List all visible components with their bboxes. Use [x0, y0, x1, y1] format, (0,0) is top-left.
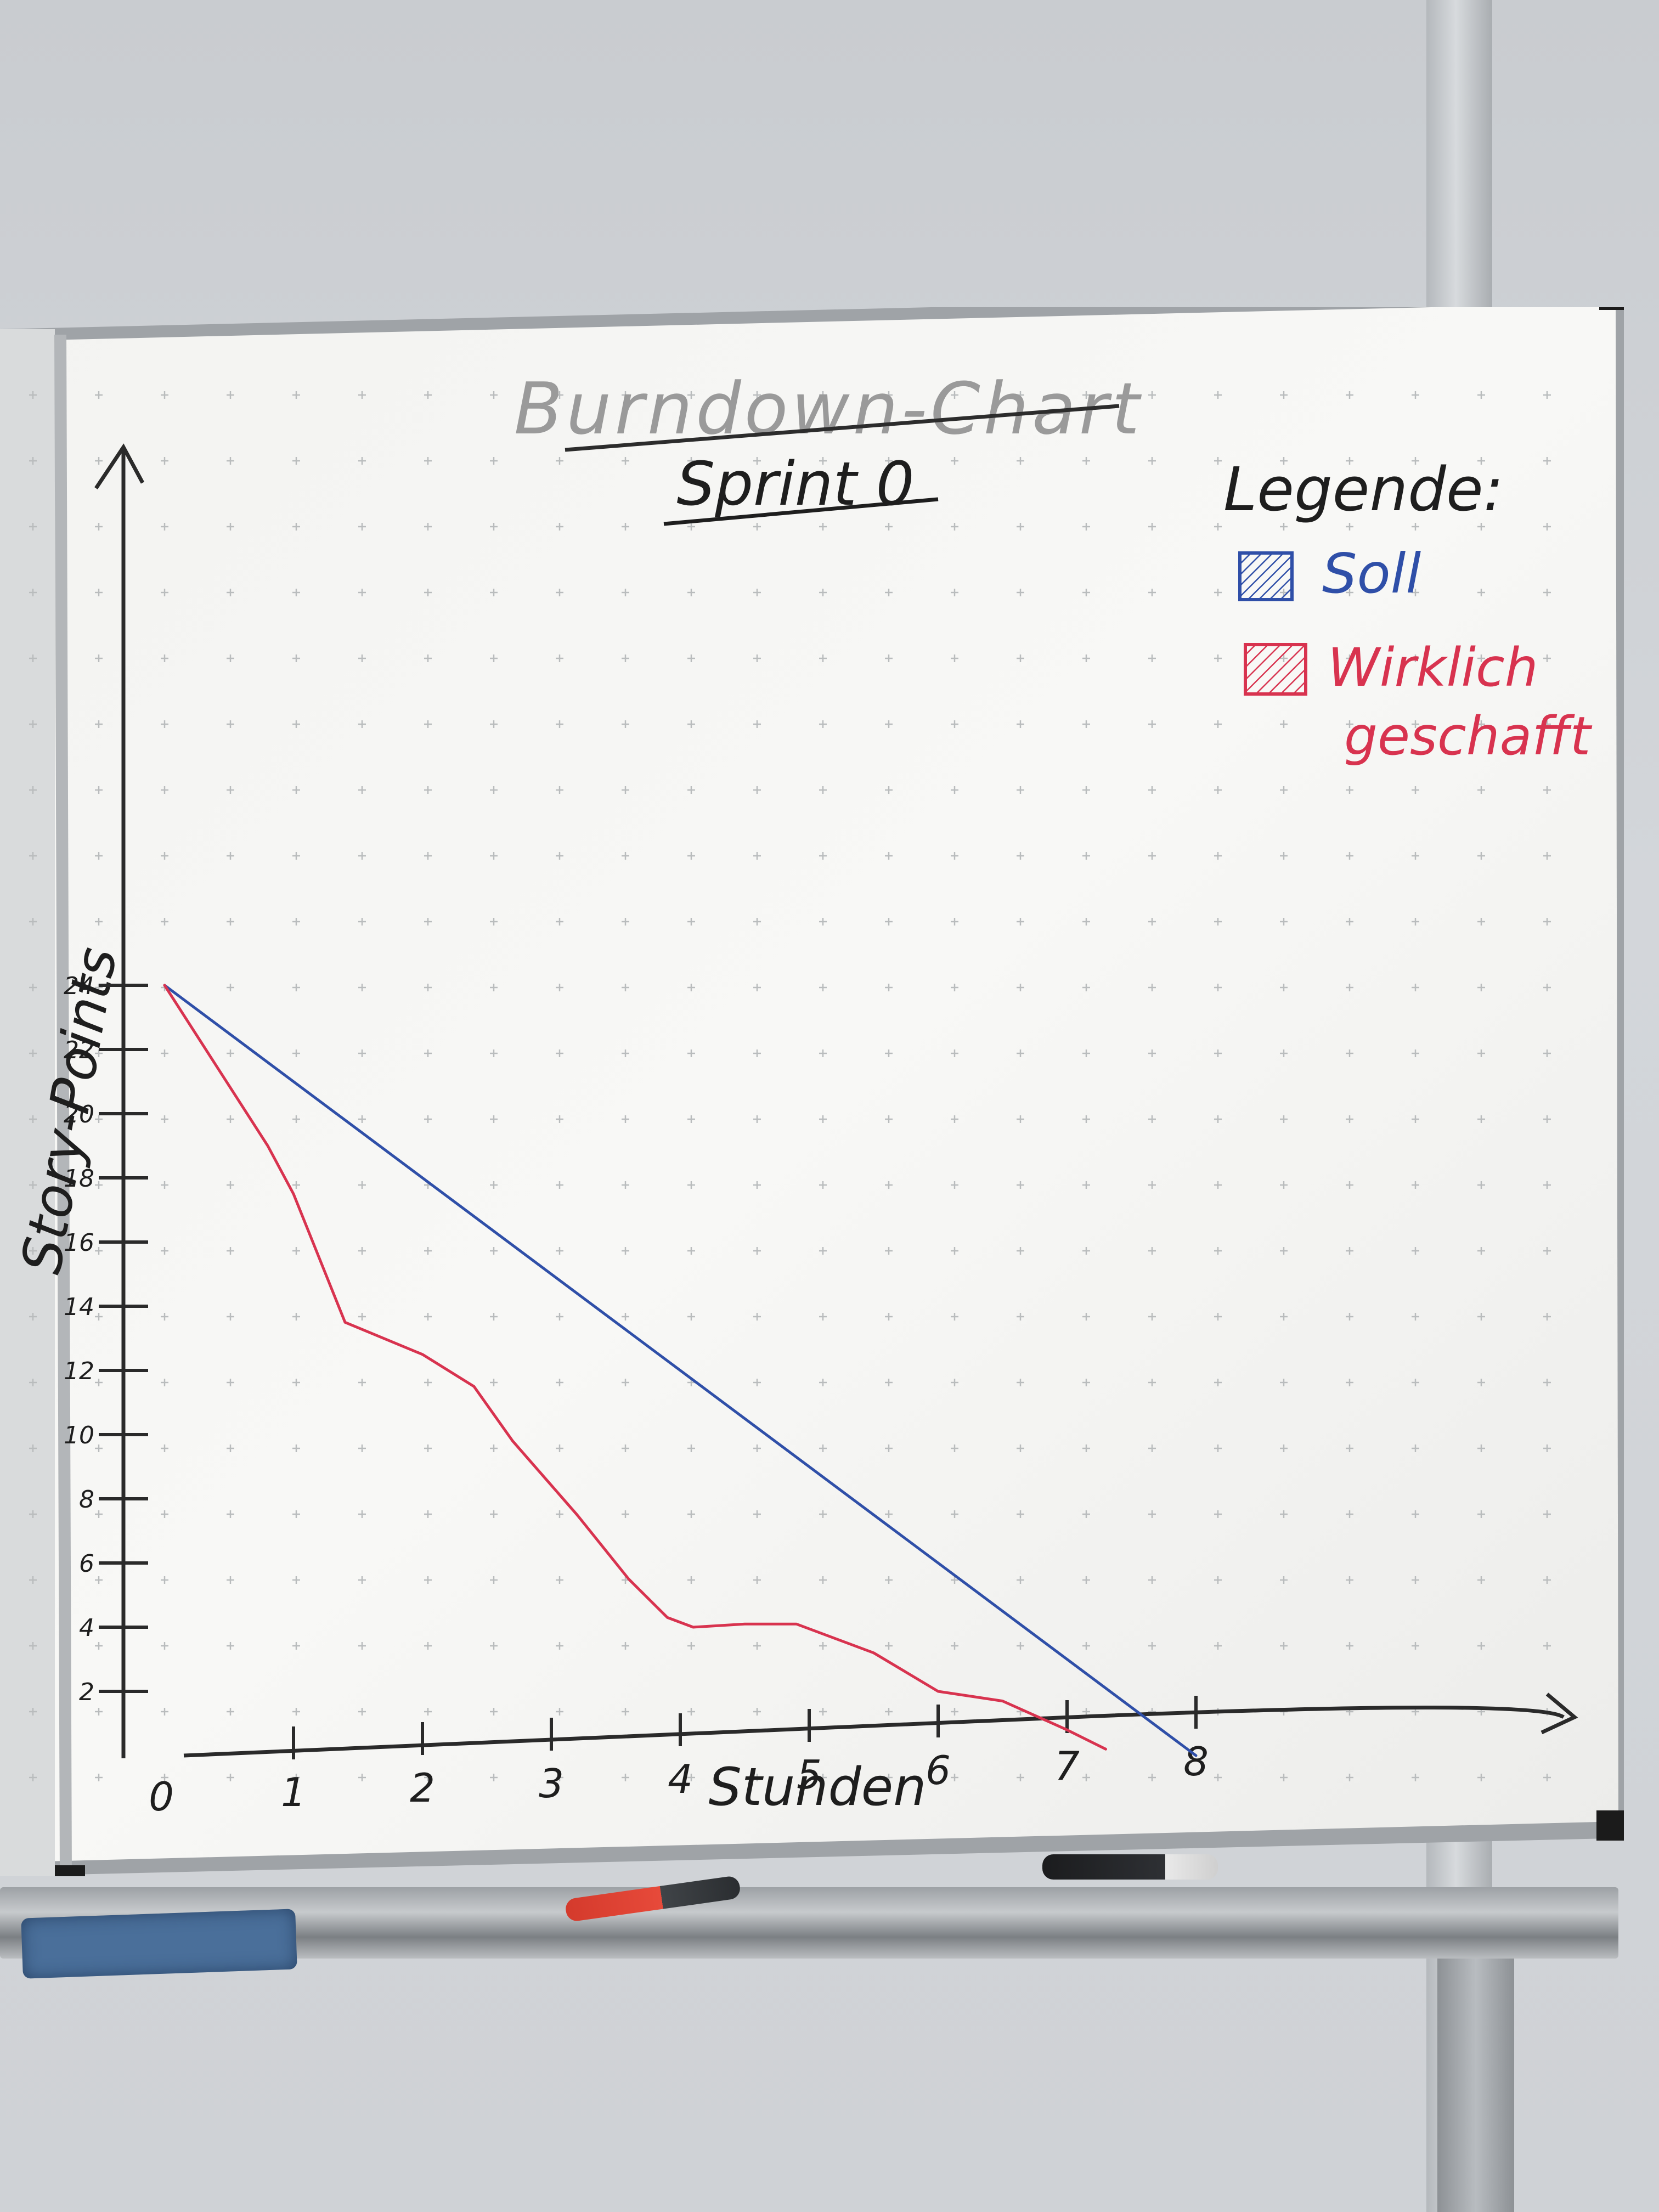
legend-label-wirklich-line2: geschafft — [1344, 706, 1593, 767]
x-axis-arrowhead — [1541, 1692, 1578, 1735]
x-tick-label: 8 — [1183, 1739, 1209, 1785]
adjacent-board-edge — [0, 329, 55, 1876]
y-tick-label: 16 — [64, 1229, 94, 1257]
legend-label-wirklich: Wirklich geschafft — [1328, 637, 1593, 767]
y-axis-arrowhead — [94, 443, 145, 489]
x-axis-ticks: 0 1 2 3 4 5 6 7 8 — [149, 1696, 1209, 1820]
eraser-sponge[interactable] — [21, 1909, 297, 1979]
legend-label-soll: Soll — [1322, 541, 1421, 606]
y-tick-label: 4 — [79, 1614, 94, 1642]
x-tick-label: 5 — [797, 1752, 822, 1798]
legend-item-soll: Soll — [1238, 541, 1421, 606]
x-tick-label: 0 — [149, 1774, 174, 1820]
subtitle-underline — [663, 497, 939, 526]
x-tick-label: 4 — [668, 1756, 693, 1802]
whiteboard-surface — [0, 307, 1618, 1863]
series-line-wirklich-geschafft — [163, 984, 1107, 1751]
y-tick-label: 20 — [64, 1101, 94, 1128]
x-tick-label: 2 — [410, 1765, 435, 1811]
board-grid — [29, 391, 1551, 1781]
frame-corner-bottom-left — [55, 1865, 85, 1876]
chart-title: Burndown-Chart — [514, 367, 1143, 450]
y-tick-label: 6 — [79, 1550, 94, 1578]
legend-label-wirklich-line1: Wirklich — [1328, 637, 1538, 698]
y-tick-label: 8 — [79, 1486, 94, 1514]
x-axis: Stunden — [183, 1692, 1578, 1818]
legend-swatch-soll — [1238, 551, 1294, 601]
y-tick-label: 2 — [79, 1678, 94, 1706]
title-underline — [565, 404, 1120, 452]
whiteboard-frame-left — [54, 334, 72, 1876]
y-tick-label: 22 — [64, 1036, 94, 1064]
legend: Legende: Soll Wirklich geschafft — [1223, 454, 1593, 767]
black-marker[interactable] — [1042, 1854, 1218, 1880]
y-tick-label: 14 — [64, 1293, 94, 1321]
legend-title: Legende: — [1223, 454, 1504, 524]
chart-subtitle: Sprint 0 — [676, 449, 914, 519]
y-tick-label: 10 — [64, 1421, 94, 1449]
series-lines — [163, 984, 1198, 1757]
x-tick-label: 3 — [539, 1760, 564, 1807]
frame-corner-bottom-right — [1596, 1810, 1624, 1841]
y-tick-label: 24 — [64, 972, 94, 1000]
legend-swatch-wirklich — [1244, 643, 1307, 696]
whiteboard: Burndown-Chart Sprint 0 Legende: Soll Wi… — [0, 307, 1624, 1876]
y-tick-label: 18 — [64, 1165, 94, 1193]
series-line-soll — [163, 984, 1198, 1757]
y-tick-label: 12 — [64, 1357, 94, 1385]
x-axis-label: Stunden — [709, 1757, 927, 1818]
legend-item-wirklich: Wirklich geschafft — [1244, 637, 1593, 767]
frame-corner-top-right — [1599, 307, 1624, 310]
x-tick-label: 1 — [281, 1769, 306, 1815]
x-tick-label: 6 — [926, 1747, 951, 1793]
x-tick-label: 7 — [1054, 1743, 1080, 1789]
